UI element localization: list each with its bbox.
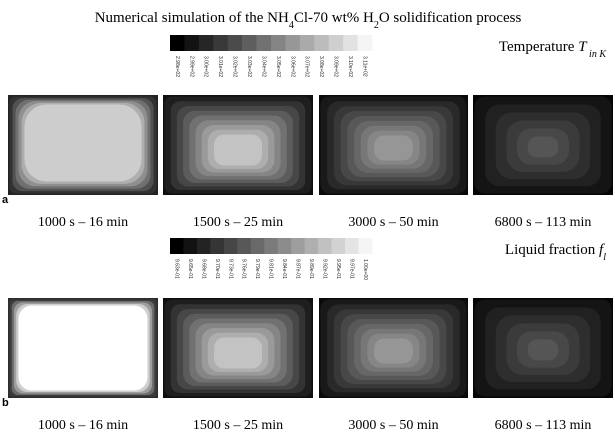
colorbar-tick-label: 9.84e-01 [281, 259, 287, 279]
colorbar-tick-label: 3.02e+02 [232, 56, 238, 77]
label-run: Temperature [499, 39, 578, 55]
colorbar-swatch [184, 35, 200, 51]
colorbar-swatch [242, 35, 257, 51]
time-caption: 1500 s – 25 min [193, 215, 283, 230]
colorbar-tick-label: 3.04e+02 [260, 56, 266, 77]
colorbar-swatch [328, 35, 344, 51]
contour-band [24, 104, 142, 182]
colorbar-tick-label: 3.06e+02 [289, 56, 295, 77]
contour-band [214, 337, 262, 369]
colorbar-tick-label: 3.11e+02 [361, 56, 367, 77]
colorbar-swatch [170, 35, 185, 51]
time-caption: 1000 s – 16 min [38, 215, 128, 230]
colorbar-swatch [285, 35, 301, 51]
subscript: 2 [374, 20, 379, 31]
figure-title: Numerical simulation of the NH4Cl-70 wt%… [95, 10, 522, 31]
colorbar-swatch [271, 35, 286, 51]
colorbar-swatch [277, 238, 292, 254]
colorbar-label: Temperature T in K [499, 39, 607, 60]
contour-band [527, 136, 559, 158]
label-run: f [599, 242, 605, 258]
colorbar-swatch [304, 238, 319, 254]
colorbar-swatch [223, 238, 238, 254]
panel-letter: b [2, 397, 9, 409]
colorbar-swatch [331, 238, 346, 254]
colorbar-swatch [198, 35, 214, 51]
title-run: O solidification process [379, 10, 522, 26]
colorbar-tick-label: 9.79e-01 [254, 259, 260, 279]
colorbar-tick-label: 2.99e+02 [188, 56, 194, 77]
colorbar-tick-label: 9.73e-01 [227, 259, 233, 279]
time-caption: 3000 s – 50 min [348, 215, 438, 230]
title-run: Cl-70 wt% H [294, 10, 374, 26]
colorbar-swatch [250, 238, 265, 254]
colorbar-swatch [318, 238, 332, 254]
colorbar-tick-label: 9.87e-01 [295, 259, 301, 279]
colorbar-tick-label: 1.00e+00 [362, 259, 368, 280]
colorbar-label: Liquid fraction fl [505, 242, 606, 263]
contour-band [214, 134, 262, 166]
colorbar-tick-label: 3.03e+02 [246, 56, 252, 77]
colorbar-tick-label: 3.07e+02 [304, 56, 310, 77]
colorbar-tick-label: 3.05e+02 [275, 56, 281, 77]
title-run: Numerical simulation of the NH [95, 10, 289, 26]
time-caption: 6800 s – 113 min [495, 418, 592, 432]
colorbar-tick-label: 3.08e+02 [318, 56, 324, 77]
label-run: in K [587, 49, 608, 60]
colorbar-swatch [299, 35, 315, 51]
contour-band [18, 305, 148, 391]
colorbar-swatch [183, 238, 198, 254]
colorbar-tick-label: 9.63e-01 [173, 259, 179, 279]
colorbar-swatch [196, 238, 211, 254]
colorbar-swatch [210, 238, 225, 254]
colorbar-tick-label: 9.95e-01 [335, 259, 341, 279]
colorbar-swatch [264, 238, 279, 254]
colorbar-swatch [170, 238, 184, 254]
colorbar-swatch [291, 238, 305, 254]
colorbar-tick-label: 9.70e-01 [214, 259, 220, 279]
colorbar-tick-label: 9.65e-01 [187, 259, 193, 279]
time-caption: 1000 s – 16 min [38, 418, 128, 432]
colorbar-tick-label: 3.00e+02 [203, 56, 209, 77]
colorbar-swatch [345, 238, 359, 254]
colorbar-tick-label: 3.09e+02 [333, 56, 339, 77]
colorbar-swatch [343, 35, 358, 51]
colorbar-swatch [256, 35, 272, 51]
subscript: 4 [289, 20, 294, 31]
colorbar-tick-label: 3.01e+02 [217, 56, 223, 77]
colorbar-tick-label: 9.97e-01 [348, 259, 354, 279]
colorbar-tick-label: 9.92e-01 [322, 259, 328, 279]
colorbar-swatch [237, 238, 252, 254]
colorbar-tick-label: 9.81e-01 [268, 259, 274, 279]
colorbar-swatch [314, 35, 330, 51]
time-caption: 1500 s – 25 min [193, 418, 283, 432]
panel-letter: a [2, 194, 9, 206]
colorbar-tick-label: 9.68e-01 [200, 259, 206, 279]
contour-band [374, 135, 413, 161]
colorbar-tick-label: 9.76e-01 [241, 259, 247, 279]
colorbar-tick-label: 3.10e+02 [347, 56, 353, 77]
colorbar-swatch [213, 35, 229, 51]
label-run: Liquid fraction [505, 242, 599, 258]
contour-band [374, 338, 413, 364]
colorbar-swatch [227, 35, 243, 51]
time-caption: 6800 s – 113 min [495, 215, 592, 230]
label-run: l [603, 252, 606, 263]
label-run: T [578, 39, 588, 55]
time-caption: 3000 s – 50 min [348, 418, 438, 432]
colorbar-tick-label: 2.98e+02 [174, 56, 180, 77]
colorbar-swatch [358, 238, 373, 254]
contour-band [527, 339, 559, 361]
colorbar-swatch [357, 35, 373, 51]
colorbar-tick-label: 9.89e-01 [308, 259, 314, 279]
